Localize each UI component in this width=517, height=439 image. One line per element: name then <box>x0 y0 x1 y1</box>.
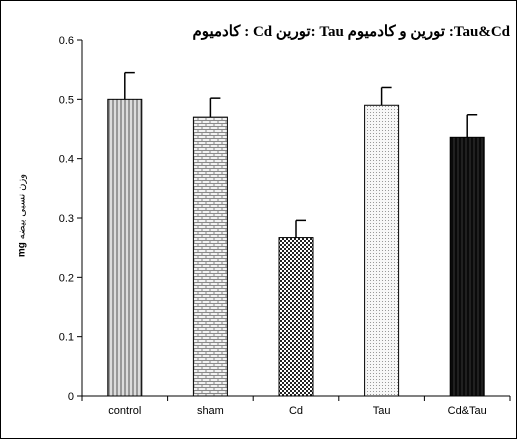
y-tick-label: 0.2 <box>59 272 74 284</box>
bar-cd <box>278 237 314 397</box>
bar-control <box>107 98 143 397</box>
bar-cd-tau <box>449 136 485 397</box>
x-tick-label: Cd <box>289 405 303 417</box>
y-tick-label: 0 <box>68 391 74 403</box>
y-tick-label: 0.6 <box>59 35 74 47</box>
y-tick-label: 0.5 <box>59 94 74 106</box>
axes: 0 0.1 0.2 0.3 0.4 0.5 0.6 control sham Cd Tau Cd&Ta… <box>59 35 511 417</box>
x-tick-label: control <box>108 405 141 417</box>
y-tick-label: 0.4 <box>59 154 74 166</box>
chart-title: کادمیوم : Cd تورین: Tau تورین و کادمیوم … <box>192 24 510 40</box>
bar-sham <box>192 116 228 397</box>
x-tick-label: sham <box>197 405 224 417</box>
bar-tau <box>364 104 400 397</box>
x-tick-label: Cd&Tau <box>448 405 487 417</box>
y-tick-label: 0.1 <box>59 332 74 344</box>
y-tick-label: 0.3 <box>59 213 74 225</box>
bars <box>107 71 485 397</box>
x-tick-label: Tau <box>373 405 391 417</box>
